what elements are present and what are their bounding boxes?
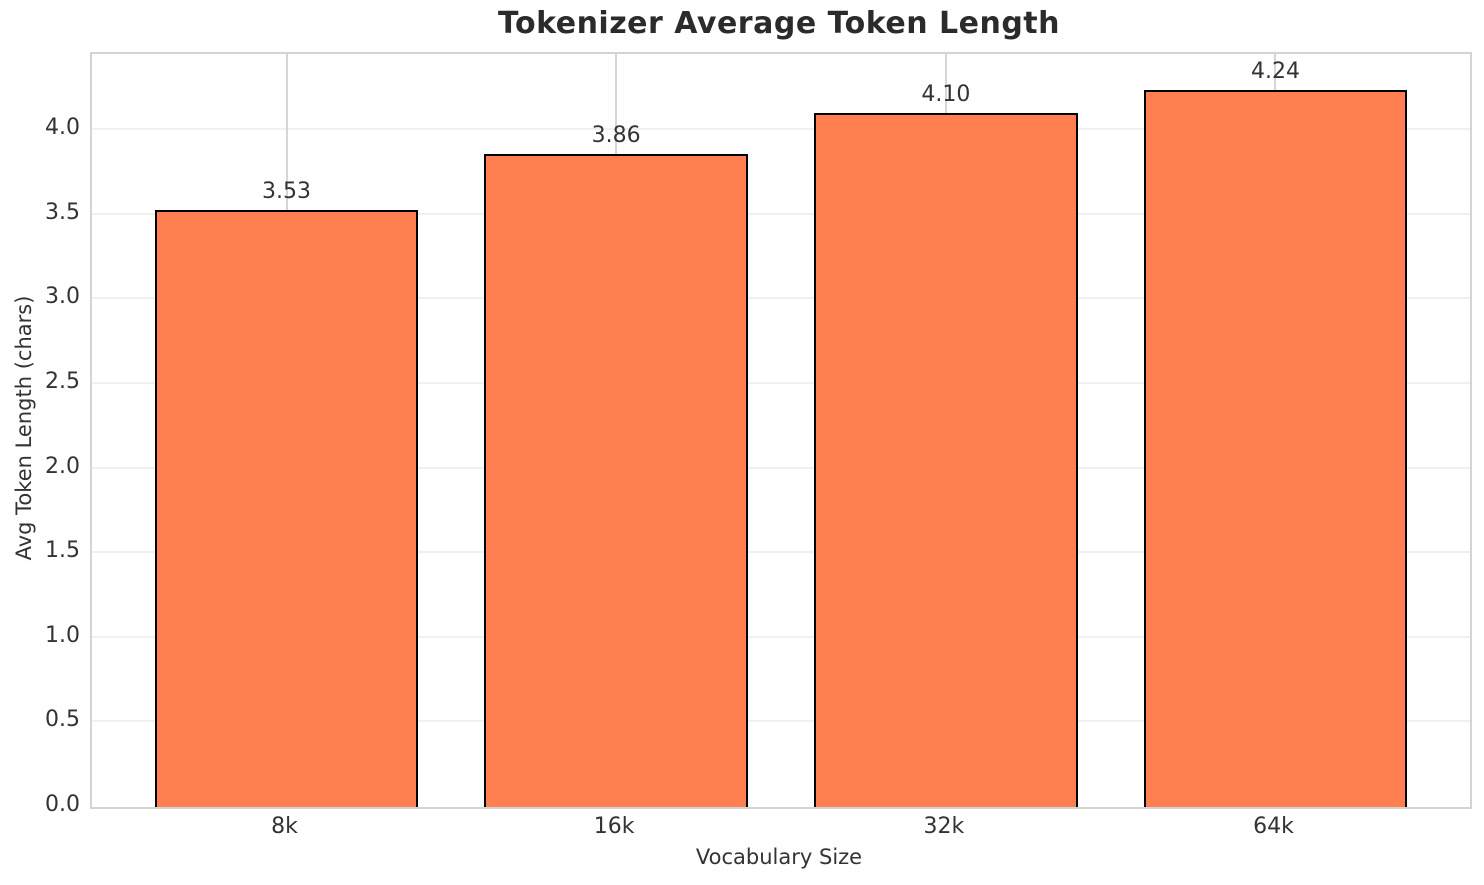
gridline-horizontal (92, 720, 1470, 723)
y-axis-tick-labels: 0.0 0.5 1.0 1.5 2.0 2.5 3.0 3.5 4.0 (0, 52, 80, 817)
bar-32k (813, 113, 1078, 807)
bar-value-label: 4.24 (1250, 58, 1300, 84)
y-tick-label: 2.0 (45, 453, 80, 479)
y-tick-label: 1.5 (45, 538, 80, 564)
bar-value-label: 3.53 (262, 178, 311, 204)
x-tick-label: 32k (923, 814, 965, 839)
y-tick-label: 3.5 (45, 199, 80, 225)
y-tick-label: 1.0 (45, 622, 80, 648)
gridline-horizontal (92, 297, 1470, 300)
y-tick-label: 4.0 (45, 115, 80, 141)
y-tick-label: 2.5 (45, 368, 80, 394)
x-tick-label: 8k (271, 814, 298, 839)
bar-value-label: 4.10 (921, 82, 971, 108)
bar-16k (484, 153, 749, 807)
bar-64k (1143, 89, 1408, 807)
plot-area: 3.53 3.86 4.10 4.24 (90, 52, 1472, 809)
y-axis-label: Avg Token Length (chars) (12, 295, 36, 561)
gridline-horizontal (92, 551, 1470, 554)
x-tick-label: 64k (1253, 814, 1294, 839)
y-tick-label: 3.0 (45, 284, 80, 310)
gridline-horizontal (92, 635, 1470, 638)
bar-value-label: 3.86 (591, 122, 641, 148)
bar-8k (154, 209, 419, 807)
gridline-horizontal (92, 212, 1470, 215)
x-axis-label: Vocabulary Size (695, 845, 863, 869)
gridline-horizontal (92, 466, 1470, 469)
chart-title: Tokenizer Average Token Length (497, 6, 1060, 41)
x-tick-label: 16k (593, 814, 635, 839)
gridline-horizontal (92, 381, 1470, 384)
gridline-horizontal (92, 128, 1470, 131)
y-tick-label: 0.5 (45, 707, 80, 733)
y-tick-label: 0.0 (45, 792, 80, 817)
x-axis-tick-labels: 8k 16k 32k 64k (90, 813, 1468, 843)
